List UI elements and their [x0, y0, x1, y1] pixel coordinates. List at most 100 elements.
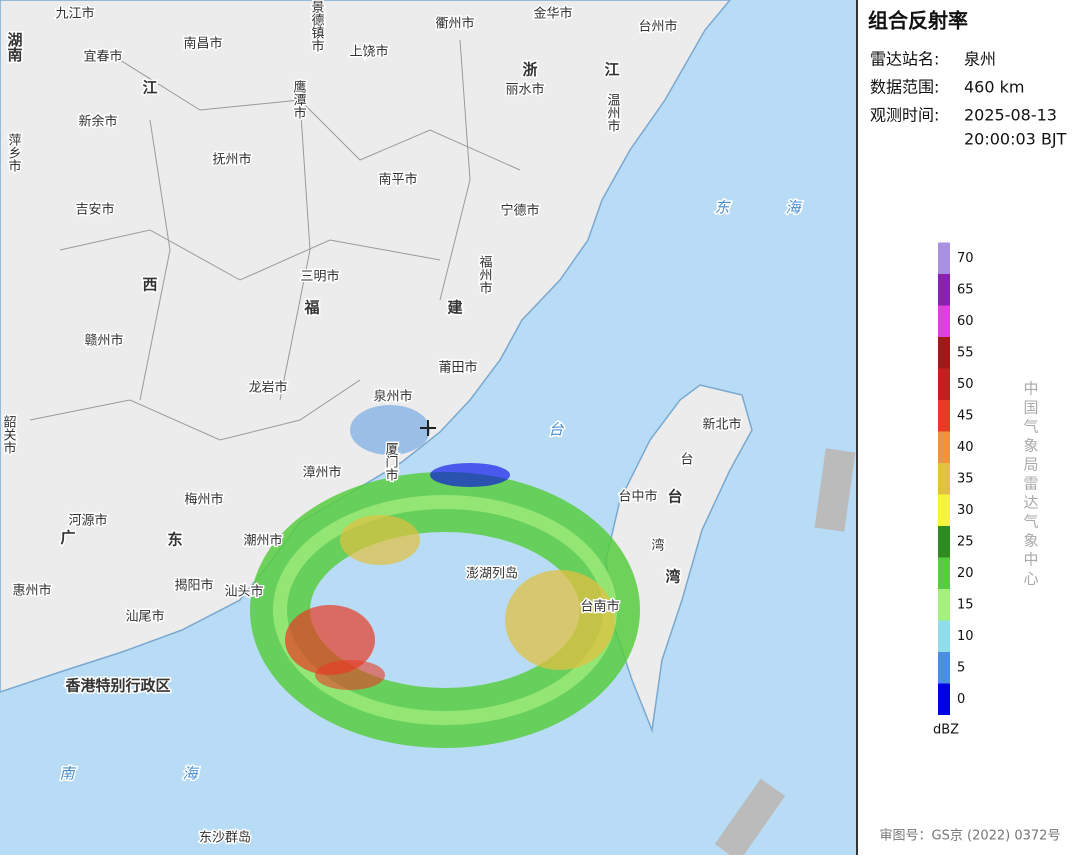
map-label: 莆田市 — [438, 360, 477, 376]
map-label: 湖南 — [6, 32, 24, 63]
map-label: 漳州市 — [302, 465, 341, 481]
map-label: 江 — [604, 61, 619, 79]
legend-swatch — [938, 400, 950, 432]
legend-tick: 15 — [957, 597, 974, 612]
legend-tick: 10 — [957, 629, 974, 644]
legend-tick: 20 — [957, 566, 974, 581]
legend-tick: 60 — [957, 314, 974, 329]
map-label: 萍乡市 — [6, 133, 22, 172]
map-label: 吉安市 — [75, 202, 114, 218]
legend-swatch — [938, 463, 950, 495]
field-label: 观测时间: — [870, 106, 939, 125]
mask — [714, 778, 786, 859]
map-label: 福 — [303, 299, 319, 317]
map-label: 浙 — [522, 61, 537, 79]
map-label: 台中市 — [618, 489, 657, 505]
map-label: 湾 — [651, 538, 664, 554]
field-label: 雷达站名: — [870, 50, 939, 69]
map-label: 海 — [182, 765, 199, 783]
radar-site — [420, 420, 436, 436]
map-label: 丽水市 — [505, 82, 544, 98]
map-label: 抚州市 — [212, 152, 251, 168]
legend-tick: 40 — [957, 440, 974, 455]
map-label: 新北市 — [702, 417, 741, 433]
map-label: 台州市 — [638, 19, 677, 35]
map-label: 东 — [167, 531, 182, 549]
map-label: 惠州市 — [12, 583, 51, 599]
mainland — [0, 0, 731, 693]
map-label: 台 — [667, 488, 682, 506]
map-label: 南平市 — [378, 172, 417, 188]
map-label: 鹰潭市 — [291, 79, 307, 119]
legend: 0 5 10 15 20 25 30 35 40 45 50 55 60 65 70 — [938, 242, 974, 715]
field-value: 2025-08-13 — [964, 106, 1057, 125]
map-label: 衢州市 — [435, 16, 474, 32]
legend-swatch — [938, 368, 950, 400]
panel-title: 组合反射率 — [868, 9, 968, 33]
legend-tick: 70 — [957, 251, 974, 266]
map-label: 广 — [60, 529, 75, 547]
map-label: 海 — [785, 199, 802, 217]
legend-tick: 65 — [957, 282, 974, 297]
map-label: 河源市 — [68, 513, 107, 529]
legend-tick: 25 — [957, 534, 974, 549]
field-value: 460 km — [964, 78, 1024, 97]
legend-tick: 5 — [957, 660, 965, 675]
map-label: 香港特别行政区 — [65, 677, 170, 695]
map-label: 宜春市 — [83, 49, 122, 65]
map-label: 汕头市 — [224, 584, 263, 600]
map-label: 台 — [548, 421, 564, 439]
map-label: 三明市 — [300, 269, 339, 285]
field-label: 数据范围: — [870, 78, 939, 97]
legend-unit: dBZ — [933, 723, 959, 738]
legend-swatch — [938, 652, 950, 684]
legend-swatch — [938, 494, 950, 526]
map-label: 东沙群岛 — [199, 830, 251, 846]
map-label: 汕尾市 — [125, 609, 164, 625]
map-label: 南昌市 — [183, 36, 222, 52]
map-label: 揭阳市 — [174, 578, 213, 594]
map-label: 赣州市 — [84, 333, 123, 349]
legend-swatch — [938, 431, 950, 463]
legend-swatch — [938, 305, 950, 337]
map-label: 宁德市 — [500, 203, 539, 219]
map-label: 澎湖列岛 — [466, 566, 518, 582]
legend-swatch — [938, 620, 950, 652]
map-label: 台 — [680, 453, 693, 468]
map-label: 温州市 — [605, 93, 621, 132]
map-label: 金华市 — [533, 6, 572, 22]
map-label: 龙岩市 — [248, 380, 287, 396]
map-label: 景德镇市 — [309, 0, 325, 52]
map-label: 江 — [142, 79, 157, 97]
map-label: 梅州市 — [184, 492, 223, 508]
map-label: 南 — [59, 765, 76, 783]
legend-swatch — [938, 557, 950, 589]
radar-echo — [250, 405, 640, 748]
legend-swatch — [938, 274, 950, 306]
legend-swatch — [938, 526, 950, 558]
map-label: 湾 — [665, 568, 680, 586]
legend-swatch — [938, 683, 950, 715]
map-label: 厦门市 — [383, 442, 399, 481]
map-label: 台南市 — [580, 599, 619, 615]
legend-tick: 30 — [957, 503, 974, 518]
map-label: 韶关市 — [1, 414, 17, 454]
map-label: 福州市 — [477, 255, 493, 294]
legend-tick: 50 — [957, 377, 974, 392]
map-label: 西 — [142, 276, 157, 294]
footer: 审图号：GS京 (2022) 0372号 — [880, 829, 1061, 844]
legend-swatch — [938, 589, 950, 621]
field-value: 泉州 — [964, 50, 996, 69]
map-label: 潮州市 — [243, 533, 282, 549]
map-label: 九江市 — [55, 6, 94, 22]
map-label: 建 — [447, 299, 463, 317]
legend-tick: 35 — [957, 471, 974, 486]
credit: 中国气象局雷达气象中心 — [1022, 381, 1040, 590]
map-label: 上饶市 — [349, 44, 388, 60]
legend-tick: 55 — [957, 345, 974, 360]
panel — [857, 0, 1080, 855]
legend-tick: 45 — [957, 408, 974, 423]
map-label: 新余市 — [78, 114, 117, 130]
